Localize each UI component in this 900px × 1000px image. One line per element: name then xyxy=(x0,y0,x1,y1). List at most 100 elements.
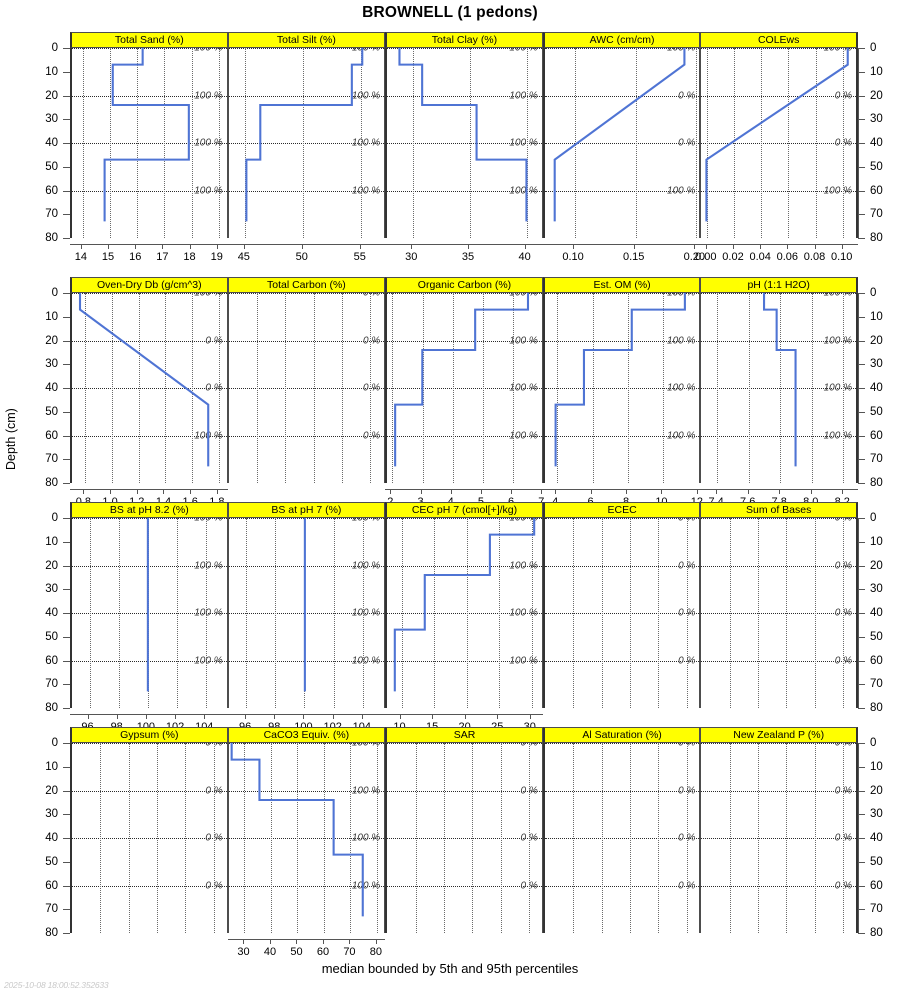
value-gridline xyxy=(698,293,700,483)
coverage-percent-label: 0 % xyxy=(678,655,696,666)
depth-tick-label-left: 10 xyxy=(45,65,58,78)
depth-tick-right xyxy=(858,565,865,567)
depth-tick-left xyxy=(63,459,70,461)
depth-gridline xyxy=(72,838,227,839)
value-tick-label: 15 xyxy=(101,251,115,263)
value-tick xyxy=(661,489,663,494)
depth-tick-left xyxy=(63,411,70,413)
value-gridline xyxy=(244,743,246,933)
coverage-percent-label: 100 % xyxy=(351,607,381,619)
value-gridline xyxy=(110,48,112,238)
depth-tick-right xyxy=(858,861,865,863)
value-tick xyxy=(432,714,434,719)
value-gridline xyxy=(557,293,559,483)
value-tick-label: 0.04 xyxy=(749,251,771,263)
value-axis xyxy=(227,244,386,245)
value-gridline xyxy=(213,743,215,933)
depth-gridline xyxy=(228,885,385,887)
depth-tick-right xyxy=(858,48,865,49)
value-gridline xyxy=(658,743,660,933)
panel-total-silt: Total Silt (%) 100 % 100 % 100 % 100 % xyxy=(227,32,386,238)
coverage-percent-label: 100 % xyxy=(667,335,696,346)
coverage-percent-label: 0 % xyxy=(362,430,381,441)
value-tick-label: 70 xyxy=(343,946,356,958)
depth-tick-right xyxy=(858,518,865,519)
depth-tick-label-right: 70 xyxy=(870,903,883,916)
depth-tick-left xyxy=(63,861,70,863)
value-tick-label: 35 xyxy=(461,251,475,263)
coverage-percent-label: 100 % xyxy=(823,48,852,54)
panel-plot-area: 0 % 0 % 0 % 0 % xyxy=(542,518,701,708)
depth-tick-label-right: 80 xyxy=(870,477,883,489)
value-gridline xyxy=(244,48,246,238)
depth-tick-left xyxy=(63,364,70,366)
depth-tick-label-right: 60 xyxy=(870,879,883,892)
value-gridline xyxy=(729,518,731,708)
value-tick-label: 0.10 xyxy=(830,251,853,263)
series-line xyxy=(78,293,210,467)
value-gridline xyxy=(573,743,575,933)
depth-tick-right xyxy=(858,766,865,768)
depth-gridline xyxy=(387,743,542,744)
depth-gridline xyxy=(701,790,856,792)
depth-gridline xyxy=(544,885,700,887)
depth-tick-label-left: 0 xyxy=(51,737,58,749)
depth-tick-label-right: 10 xyxy=(870,760,883,773)
depth-tick-label-right: 80 xyxy=(870,232,883,244)
value-tick xyxy=(108,244,110,249)
value-tick xyxy=(303,714,305,719)
value-gridline xyxy=(89,518,91,708)
value-gridline xyxy=(100,743,102,933)
coverage-percent-label: 0 % xyxy=(520,832,538,844)
depth-tick-label-right: 60 xyxy=(870,654,883,667)
value-tick-label: 80 xyxy=(369,946,383,958)
depth-gridline xyxy=(72,293,227,294)
depth-gridline xyxy=(228,743,385,744)
value-gridline xyxy=(118,518,120,708)
depth-tick-left xyxy=(63,636,70,638)
value-gridline xyxy=(302,48,304,238)
value-tick xyxy=(626,489,628,494)
coverage-percent-label: 100 % xyxy=(351,185,381,196)
depth-tick-left xyxy=(63,766,70,768)
value-gridline xyxy=(635,48,637,238)
depth-gridline xyxy=(72,565,227,567)
depth-tick-right xyxy=(858,885,865,887)
depth-tick-left xyxy=(63,143,70,144)
value-gridline xyxy=(658,518,660,708)
value-axis xyxy=(227,714,386,715)
value-gridline xyxy=(842,48,844,238)
value-tick xyxy=(359,244,361,249)
depth-gridline xyxy=(544,613,700,614)
value-gridline xyxy=(137,48,139,238)
depth-tick-left xyxy=(63,909,70,911)
depth-gridline xyxy=(228,48,385,49)
value-gridline xyxy=(761,48,763,238)
coverage-percent-label: 100 % xyxy=(351,655,381,666)
value-tick-label: 40 xyxy=(518,251,531,263)
coverage-percent-label: 100 % xyxy=(509,48,538,54)
depth-tick-right xyxy=(858,190,865,192)
value-axis xyxy=(542,489,701,490)
depth-tick-right xyxy=(858,814,865,816)
depth-gridline xyxy=(544,388,700,389)
value-gridline xyxy=(469,48,471,238)
depth-gridline xyxy=(228,838,385,839)
value-tick xyxy=(573,244,575,249)
depth-tick-left xyxy=(63,933,70,934)
series-line xyxy=(394,293,530,467)
depth-tick-label-left: 20 xyxy=(45,334,58,347)
depth-tick-label-right: 40 xyxy=(870,137,883,149)
value-tick xyxy=(361,714,363,719)
depth-gridline xyxy=(72,743,227,744)
depth-gridline xyxy=(544,660,700,662)
panel-title-strip: CEC pH 7 (cmol[+]/kg) xyxy=(385,502,543,518)
panel-cec-ph-7-cmol-kg: CEC pH 7 (cmol[+]/kg) 100 % 100 % 100 % 100 … xyxy=(385,502,543,708)
coverage-percent-label: 100 % xyxy=(509,518,538,524)
panel-title-strip: Total Clay (%) xyxy=(385,32,543,48)
panel-sar: SAR 0 % 0 % 0 % 0 % xyxy=(385,727,543,933)
coverage-percent-label: 0 % xyxy=(205,785,223,796)
coverage-percent-label: 0 % xyxy=(678,518,696,524)
panel-plot-area: 0 % 0 % 0 % 0 % xyxy=(70,743,228,933)
